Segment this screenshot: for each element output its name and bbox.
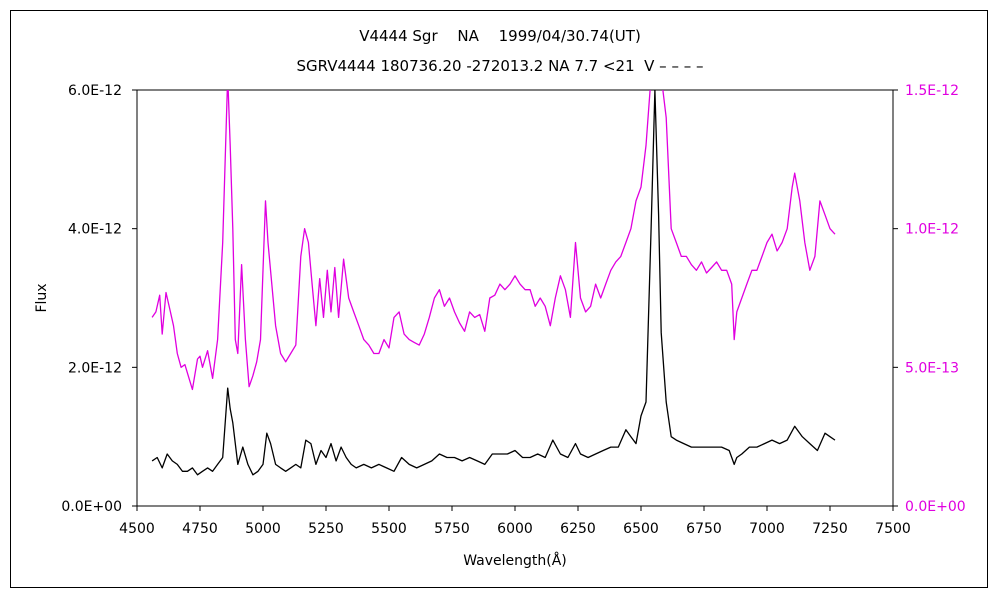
chart-title-line2: SGRV4444 180736.20 -272013.2 NA 7.7 <21 …	[296, 57, 704, 75]
x-tick-label: 5000	[245, 521, 281, 537]
y-right-tick-label: 1.0E-12	[905, 222, 959, 238]
black-series-line	[151, 90, 836, 476]
chart-title-line1: V4444 Sgr NA 1999/04/30.74(UT)	[359, 27, 641, 45]
x-tick-label: 4500	[119, 521, 155, 537]
y-axis-label: Flux	[34, 283, 50, 312]
x-tick-label: 5750	[434, 521, 470, 537]
x-tick-label: 7500	[875, 521, 911, 537]
y-right-tick-label: 0.0E+00	[905, 499, 966, 515]
y-right-tick-label: 1.5E-12	[905, 83, 959, 99]
x-axis-label: Wavelength(Å)	[463, 552, 567, 569]
y-left-tick-label: 4.0E-12	[68, 222, 122, 238]
x-tick-label: 6750	[686, 521, 722, 537]
x-tick-label: 7250	[812, 521, 848, 537]
x-tick-label: 5500	[371, 521, 407, 537]
chart-frame	[10, 10, 988, 588]
x-tick-label: 5250	[308, 521, 344, 537]
x-tick-label: 6000	[497, 521, 533, 537]
x-tick-label: 6250	[560, 521, 596, 537]
x-tick-label: 6500	[623, 521, 659, 537]
y-left-tick-label: 0.0E+00	[61, 499, 122, 515]
y-left-tick-label: 6.0E-12	[68, 83, 122, 99]
y-right-tick-label: 5.0E-13	[905, 360, 959, 376]
y-left-tick-label: 2.0E-12	[68, 360, 122, 376]
magenta-series-line	[151, 90, 836, 391]
x-tick-label: 7000	[749, 521, 785, 537]
x-tick-label: 4750	[182, 521, 218, 537]
